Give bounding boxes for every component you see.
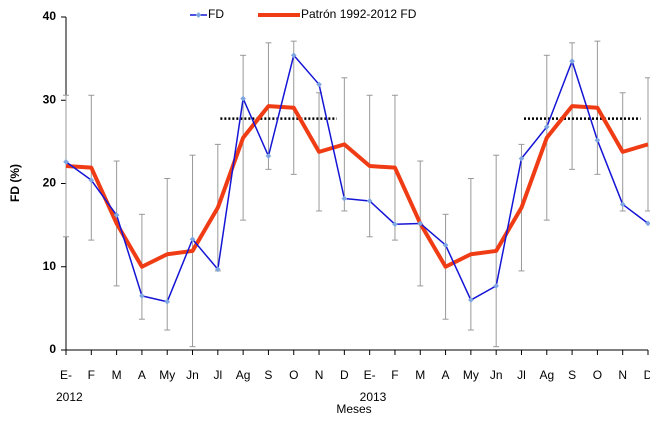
- point-marker: [392, 221, 398, 228]
- y-tick-label: 20: [43, 176, 57, 190]
- x-tick-label: Jn: [490, 368, 503, 382]
- x-tick-label: E-: [60, 368, 72, 382]
- x-tick-label: My: [159, 368, 175, 382]
- point-marker: [468, 297, 474, 303]
- x-tick-label: S: [264, 368, 272, 382]
- x-group-label: 2012: [56, 390, 83, 404]
- series-line: [65, 54, 649, 303]
- point-marker: [442, 242, 449, 248]
- point-marker: [113, 212, 120, 218]
- point-marker: [366, 198, 373, 204]
- y-tick-label: 10: [43, 259, 57, 273]
- x-tick-label: F: [88, 368, 95, 382]
- point-marker: [139, 293, 145, 299]
- point-marker: [594, 137, 601, 144]
- x-group-label: 2013: [360, 390, 387, 404]
- x-tick-label: D: [644, 368, 650, 382]
- y-axis-title: FD (%): [8, 164, 22, 202]
- point-marker: [493, 283, 500, 289]
- point-marker: [619, 201, 626, 208]
- x-tick-label: Jn: [186, 368, 199, 382]
- x-tick-label: A: [442, 368, 450, 382]
- point-marker: [316, 81, 322, 88]
- legend-marker: [195, 12, 202, 18]
- point-marker: [417, 220, 424, 227]
- x-tick-label: Ag: [236, 368, 251, 382]
- point-marker: [543, 124, 550, 130]
- point-marker: [88, 177, 95, 183]
- x-tick-label: S: [568, 368, 576, 382]
- x-tick-label: F: [391, 368, 398, 382]
- x-tick-label: E-: [364, 368, 376, 382]
- point-marker: [569, 58, 575, 64]
- point-marker: [189, 236, 196, 243]
- legend-label: FD: [208, 7, 224, 21]
- x-tick-label: My: [463, 368, 479, 382]
- point-marker: [240, 95, 246, 102]
- x-tick-label: M: [415, 368, 425, 382]
- x-tick-label: N: [618, 368, 627, 382]
- point-marker: [164, 298, 171, 305]
- point-marker: [518, 155, 525, 162]
- x-tick-label: M: [112, 368, 122, 382]
- y-tick-label: 30: [43, 92, 57, 106]
- point-marker: [341, 195, 348, 202]
- x-tick-label: O: [289, 368, 298, 382]
- x-tick-label: Jl: [517, 368, 526, 382]
- point-marker: [265, 153, 272, 159]
- x-tick-label: A: [138, 368, 146, 382]
- x-axis-title: Meses: [336, 402, 371, 416]
- y-tick-label: 40: [43, 9, 57, 23]
- x-tick-label: D: [340, 368, 349, 382]
- x-tick-label: O: [593, 368, 602, 382]
- legend-label: Patrón 1992-2012 FD: [301, 7, 417, 21]
- x-tick-label: N: [315, 368, 324, 382]
- series-line: [65, 104, 649, 269]
- point-marker: [214, 266, 221, 273]
- x-tick-label: Ag: [539, 368, 554, 382]
- y-tick-label: 0: [49, 342, 56, 356]
- point-marker: [645, 220, 650, 227]
- x-tick-label: Jl: [213, 368, 222, 382]
